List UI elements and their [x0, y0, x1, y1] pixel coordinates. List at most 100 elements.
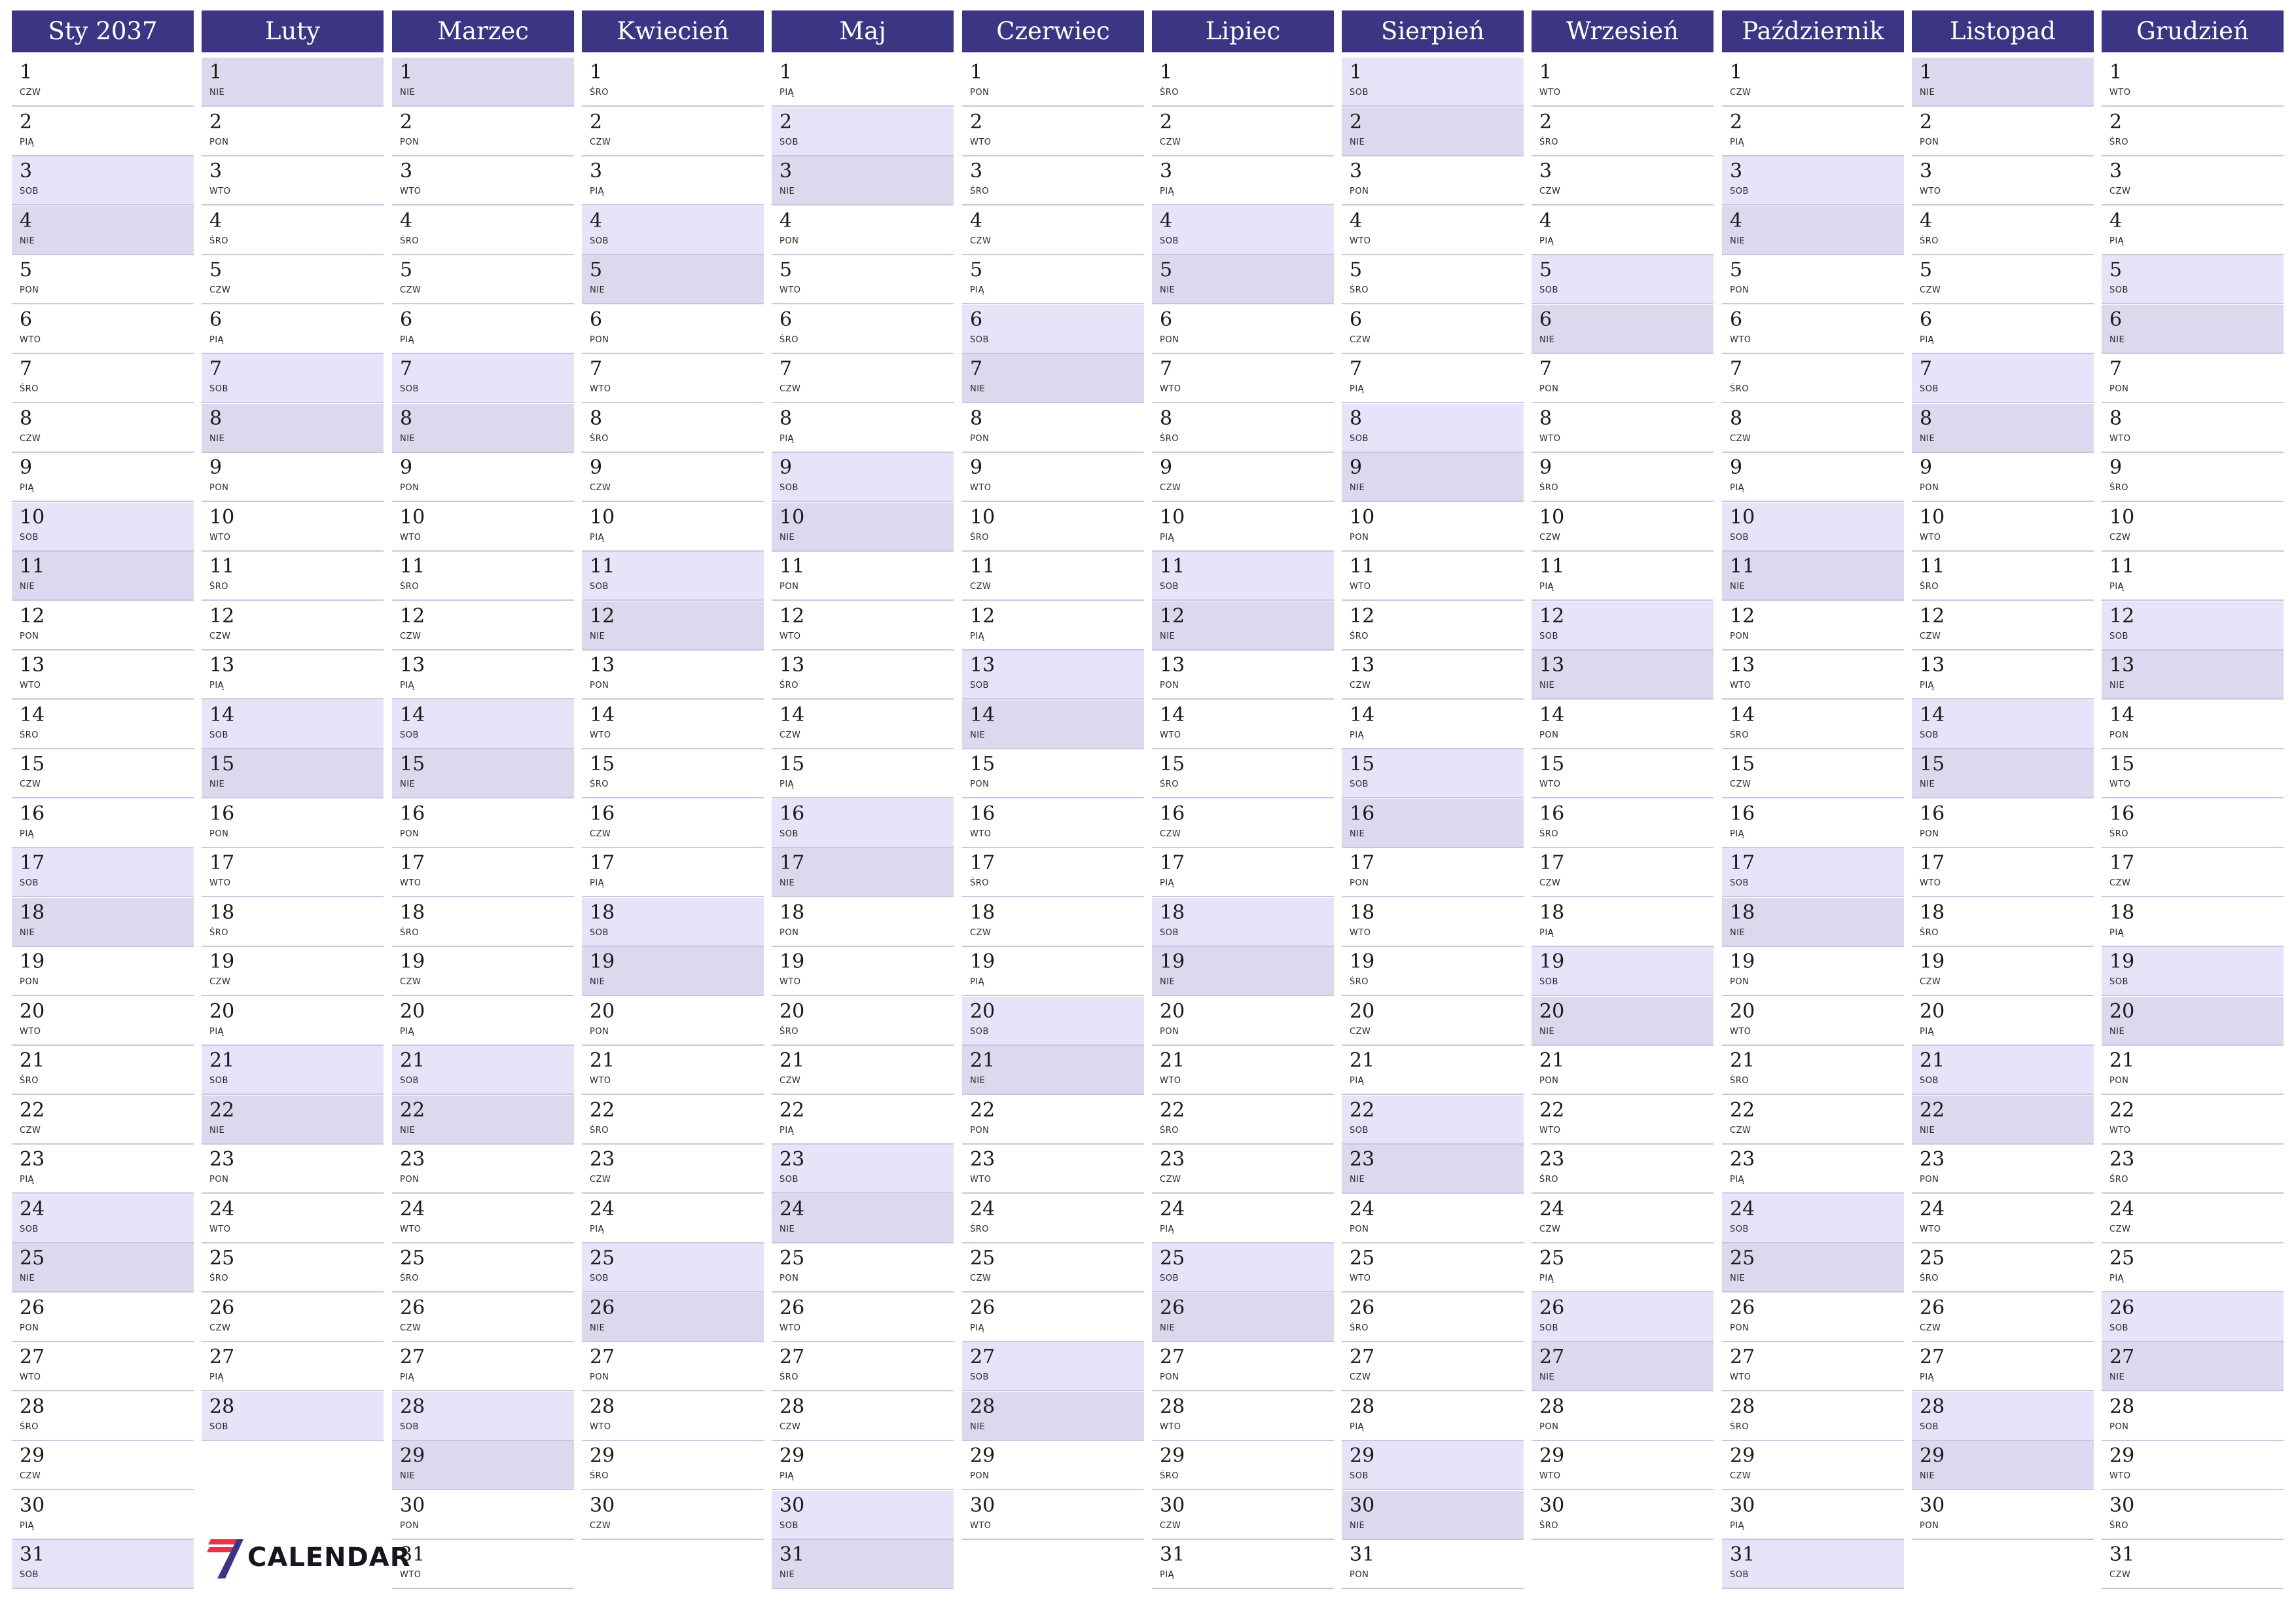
- day-cell[interactable]: 10 WTO: [202, 503, 384, 552]
- day-cell[interactable]: 17 PIĄ: [1152, 848, 1334, 897]
- day-cell[interactable]: 12 SOB: [1532, 601, 1713, 651]
- day-cell[interactable]: 22 SOB: [1342, 1096, 1524, 1145]
- day-cell[interactable]: 31 NIE: [772, 1540, 954, 1589]
- day-cell[interactable]: 28 WTO: [1152, 1392, 1334, 1441]
- day-cell[interactable]: 16 ŚRO: [1532, 799, 1713, 848]
- day-cell[interactable]: 29 ŚRO: [582, 1441, 764, 1490]
- day-cell[interactable]: 19 SOB: [2102, 947, 2284, 996]
- day-cell[interactable]: 5 WTO: [772, 255, 954, 304]
- day-cell[interactable]: 16 ŚRO: [2102, 799, 2284, 848]
- day-cell[interactable]: 28 NIE: [962, 1392, 1144, 1441]
- day-cell[interactable]: 19 NIE: [582, 947, 764, 996]
- day-cell[interactable]: 11 ŚRO: [1912, 552, 2094, 601]
- day-cell[interactable]: 11 SOB: [582, 552, 764, 601]
- day-cell[interactable]: 22 NIE: [392, 1096, 574, 1145]
- day-cell[interactable]: 13 NIE: [1532, 651, 1713, 700]
- day-cell[interactable]: 10 CZW: [2102, 503, 2284, 552]
- day-cell[interactable]: 5 SOB: [1532, 255, 1713, 304]
- day-cell[interactable]: 23 PON: [1912, 1145, 2094, 1194]
- day-cell[interactable]: 20 WTO: [12, 997, 194, 1046]
- day-cell[interactable]: 28 ŚRO: [1722, 1392, 1904, 1441]
- day-cell[interactable]: 16 PIĄ: [12, 799, 194, 848]
- day-cell[interactable]: 4 ŚRO: [1912, 206, 2094, 255]
- day-cell[interactable]: 2 WTO: [962, 107, 1144, 156]
- day-cell[interactable]: 8 SOB: [1342, 404, 1524, 453]
- day-cell[interactable]: 26 WTO: [772, 1293, 954, 1342]
- day-cell[interactable]: 10 SOB: [12, 503, 194, 552]
- day-cell[interactable]: 18 ŚRO: [1912, 898, 2094, 947]
- day-cell[interactable]: 6 PON: [1152, 305, 1334, 354]
- day-cell[interactable]: 14 ŚRO: [12, 700, 194, 749]
- day-cell[interactable]: 28 PON: [1532, 1392, 1713, 1441]
- day-cell[interactable]: 8 CZW: [12, 404, 194, 453]
- day-cell[interactable]: 7 PON: [2102, 354, 2284, 403]
- day-cell[interactable]: 15 CZW: [12, 749, 194, 798]
- day-cell[interactable]: 13 PIĄ: [1912, 651, 2094, 700]
- day-cell[interactable]: 9 PON: [202, 453, 384, 502]
- day-cell[interactable]: 28 CZW: [772, 1392, 954, 1441]
- day-cell[interactable]: 27 NIE: [1532, 1342, 1713, 1391]
- day-cell[interactable]: 20 PIĄ: [1912, 997, 2094, 1046]
- day-cell[interactable]: 25 WTO: [1342, 1243, 1524, 1293]
- day-cell[interactable]: 28 WTO: [582, 1392, 764, 1441]
- day-cell[interactable]: 9 SOB: [772, 453, 954, 502]
- day-cell[interactable]: 11 WTO: [1342, 552, 1524, 601]
- day-cell[interactable]: 2 PON: [202, 107, 384, 156]
- day-cell[interactable]: 8 WTO: [1532, 404, 1713, 453]
- brand-logo[interactable]: CALENDAR: [207, 1531, 410, 1584]
- day-cell[interactable]: 8 PIĄ: [772, 404, 954, 453]
- day-cell[interactable]: 21 CZW: [772, 1046, 954, 1095]
- day-cell[interactable]: 15 WTO: [1532, 749, 1713, 798]
- day-cell[interactable]: 25 CZW: [962, 1243, 1144, 1293]
- day-cell[interactable]: 20 SOB: [962, 997, 1144, 1046]
- day-cell[interactable]: 19 PIĄ: [962, 947, 1144, 996]
- day-cell[interactable]: 26 NIE: [1152, 1293, 1334, 1342]
- day-cell[interactable]: 14 ŚRO: [1722, 700, 1904, 749]
- day-cell[interactable]: 16 CZW: [1152, 799, 1334, 848]
- day-cell[interactable]: 25 PIĄ: [1532, 1243, 1713, 1293]
- day-cell[interactable]: 27 WTO: [12, 1342, 194, 1391]
- day-cell[interactable]: 11 PON: [772, 552, 954, 601]
- day-cell[interactable]: 22 CZW: [1722, 1096, 1904, 1145]
- day-cell[interactable]: 20 PIĄ: [202, 997, 384, 1046]
- day-cell[interactable]: 2 SOB: [772, 107, 954, 156]
- day-cell[interactable]: 5 PON: [1722, 255, 1904, 304]
- day-cell[interactable]: 29 NIE: [1912, 1441, 2094, 1490]
- day-cell[interactable]: 3 SOB: [1722, 156, 1904, 205]
- day-cell[interactable]: 11 CZW: [962, 552, 1144, 601]
- day-cell[interactable]: 15 SOB: [1342, 749, 1524, 798]
- day-cell[interactable]: 28 SOB: [1912, 1392, 2094, 1441]
- day-cell[interactable]: 9 ŚRO: [2102, 453, 2284, 502]
- day-cell[interactable]: 12 PON: [12, 601, 194, 651]
- day-cell[interactable]: 3 CZW: [1532, 156, 1713, 205]
- day-cell[interactable]: 28 SOB: [392, 1392, 574, 1441]
- day-cell[interactable]: 1 CZW: [1722, 58, 1904, 107]
- day-cell[interactable]: 21 SOB: [202, 1046, 384, 1095]
- day-cell[interactable]: 14 WTO: [582, 700, 764, 749]
- day-cell[interactable]: 28 PON: [2102, 1392, 2284, 1441]
- day-cell[interactable]: 3 CZW: [2102, 156, 2284, 205]
- day-cell[interactable]: 11 NIE: [12, 552, 194, 601]
- day-cell[interactable]: 7 PON: [1532, 354, 1713, 403]
- day-cell[interactable]: 22 WTO: [2102, 1096, 2284, 1145]
- day-cell[interactable]: 15 ŚRO: [1152, 749, 1334, 798]
- day-cell[interactable]: 26 SOB: [2102, 1293, 2284, 1342]
- day-cell[interactable]: 21 NIE: [962, 1046, 1144, 1095]
- day-cell[interactable]: 17 ŚRO: [962, 848, 1144, 897]
- day-cell[interactable]: 30 PIĄ: [1722, 1491, 1904, 1540]
- day-cell[interactable]: 13 PIĄ: [202, 651, 384, 700]
- day-cell[interactable]: 9 PON: [392, 453, 574, 502]
- day-cell[interactable]: 3 ŚRO: [962, 156, 1144, 205]
- day-cell[interactable]: 10 PON: [1342, 503, 1524, 552]
- day-cell[interactable]: 12 CZW: [392, 601, 574, 651]
- day-cell[interactable]: 29 CZW: [12, 1441, 194, 1490]
- day-cell[interactable]: 14 PON: [2102, 700, 2284, 749]
- day-cell[interactable]: 24 WTO: [1912, 1194, 2094, 1243]
- day-cell[interactable]: 14 PON: [1532, 700, 1713, 749]
- day-cell[interactable]: 17 SOB: [1722, 848, 1904, 897]
- day-cell[interactable]: 6 PIĄ: [1912, 305, 2094, 354]
- day-cell[interactable]: 9 CZW: [582, 453, 764, 502]
- day-cell[interactable]: 22 PON: [962, 1096, 1144, 1145]
- day-cell[interactable]: 21 WTO: [582, 1046, 764, 1095]
- day-cell[interactable]: 24 CZW: [2102, 1194, 2284, 1243]
